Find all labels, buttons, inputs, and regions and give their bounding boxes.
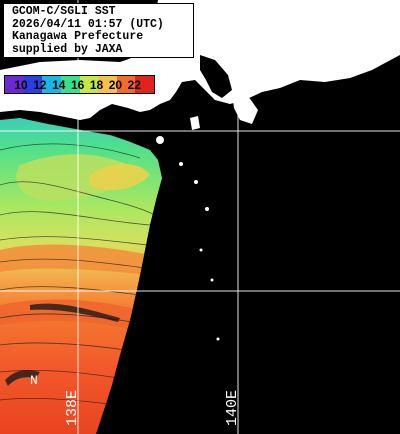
color-scale-segment <box>60 76 80 93</box>
lon-label-140: 140E <box>224 389 241 426</box>
color-scale-tick: 14 <box>52 78 66 92</box>
color-scale-labels: 10 12 14 16 18 20 22 <box>4 76 155 93</box>
color-scale-tick: 16 <box>71 78 85 92</box>
color-scale-tick: 22 <box>127 78 141 92</box>
color-scale-segment <box>116 76 136 93</box>
color-scale-segment <box>135 76 154 93</box>
color-scale-tick: 18 <box>89 78 104 92</box>
color-scale <box>4 75 155 94</box>
color-scale-segment <box>42 76 61 93</box>
color-scale-tick: 20 <box>108 78 123 92</box>
color-scale-tick: 12 <box>33 78 47 92</box>
color-scale-tick: 10 <box>14 78 28 92</box>
lon-label-138: 138E <box>64 389 81 426</box>
info-box: GCOM-C/SGLI SST 2026/04/11 01:57 (UTC) K… <box>3 3 194 58</box>
bay <box>200 55 232 98</box>
product-title: GCOM-C/SGLI SST <box>12 5 116 18</box>
island-oshima <box>190 116 200 130</box>
color-scale-segment <box>23 76 43 93</box>
color-scale-segment <box>79 76 99 93</box>
data-provider: supplied by JAXA <box>12 42 123 56</box>
color-scale-segment <box>5 76 24 93</box>
region-name: Kanagawa Prefecture <box>12 30 144 43</box>
color-scale-segment <box>98 76 117 93</box>
lat-label: N <box>30 373 38 388</box>
observation-time: 2026/04/11 01:57 (UTC) <box>12 17 164 31</box>
